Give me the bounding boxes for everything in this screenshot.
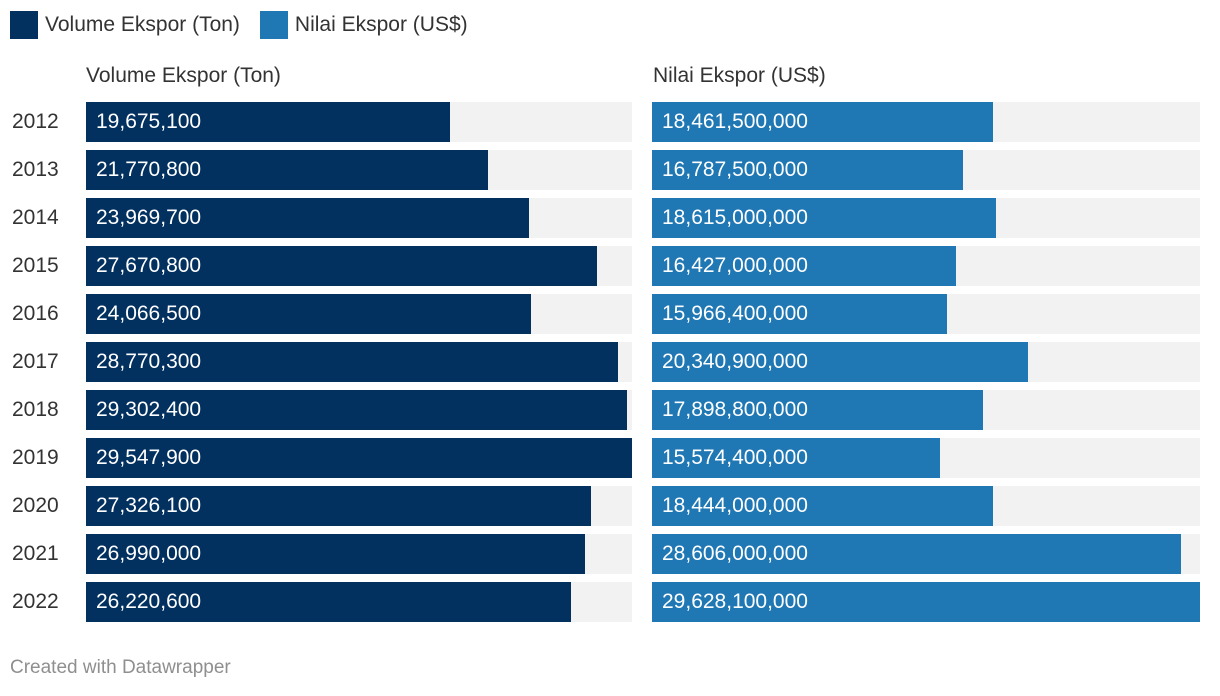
bar-value	[652, 486, 994, 526]
bar-value-label: 18,461,500,000	[662, 110, 808, 133]
bar-value-label: 24,066,500	[96, 302, 202, 325]
bar-track: 15,574,400,000	[652, 438, 1200, 478]
bar-value-label: 15,966,400,000	[662, 302, 808, 325]
year-label: 2013	[12, 158, 59, 181]
bar-track: 27,326,100	[86, 486, 632, 526]
year-label: 2019	[12, 446, 59, 469]
year-label: 2018	[12, 398, 59, 421]
bar-volume	[86, 246, 598, 286]
bar-value-label: 18,615,000,000	[662, 206, 808, 229]
footer-credit: Created with Datawrapper	[10, 657, 231, 678]
bar-value	[652, 150, 963, 190]
bar-track: 27,670,800	[86, 246, 632, 286]
bar-value-label: 29,628,100,000	[662, 590, 808, 613]
year-label: 2016	[12, 302, 59, 325]
bar-track: 24,066,500	[86, 294, 632, 334]
bar-value-label: 16,787,500,000	[662, 158, 808, 181]
bar-track: 29,628,100,000	[652, 582, 1200, 622]
bar-track: 19,675,100	[86, 102, 632, 142]
bar-value	[652, 534, 1182, 574]
bar-value-label: 27,326,100	[96, 494, 202, 517]
bar-value-label: 28,606,000,000	[662, 542, 808, 565]
panel-title-value: Nilai Ekspor (US$)	[653, 64, 826, 87]
bar-value-label: 26,990,000	[96, 542, 202, 565]
year-label: 2012	[12, 110, 59, 133]
bar-track: 17,898,800,000	[652, 390, 1200, 430]
bar-value-label: 26,220,600	[96, 590, 202, 613]
bar-track: 16,787,500,000	[652, 150, 1200, 190]
panel-title-volume: Volume Ekspor (Ton)	[86, 64, 281, 87]
bar-track: 18,461,500,000	[652, 102, 1200, 142]
bar-track: 16,427,000,000	[652, 246, 1200, 286]
bar-track: 26,990,000	[86, 534, 632, 574]
bar-value-label: 18,444,000,000	[662, 494, 808, 517]
legend-swatch-volume	[10, 11, 38, 39]
bar-volume	[86, 534, 585, 574]
bar-value-label: 15,574,400,000	[662, 446, 808, 469]
bar-volume	[86, 150, 489, 190]
year-label: 2017	[12, 350, 59, 373]
year-label: 2020	[12, 494, 59, 517]
year-label: 2015	[12, 254, 59, 277]
bar-value	[652, 294, 948, 334]
bar-track: 29,547,900	[86, 438, 632, 478]
bar-value	[652, 390, 984, 430]
bar-value-label: 16,427,000,000	[662, 254, 808, 277]
bar-value-label: 29,302,400	[96, 398, 202, 421]
bar-track: 21,770,800	[86, 150, 632, 190]
legend-label-volume: Volume Ekspor (Ton)	[45, 13, 240, 36]
bar-volume	[86, 294, 531, 334]
bar-value-label: 20,340,900,000	[662, 350, 808, 373]
bar-value-label: 29,547,900	[96, 446, 202, 469]
bar-volume	[86, 438, 632, 478]
year-label: 2022	[12, 590, 59, 613]
bar-track: 28,606,000,000	[652, 534, 1200, 574]
bar-value-label: 21,770,800	[96, 158, 202, 181]
legend: Volume Ekspor (Ton) Nilai Ekspor (US$)	[10, 10, 488, 40]
bar-track: 15,966,400,000	[652, 294, 1200, 334]
bar-volume	[86, 342, 618, 382]
legend-item-volume: Volume Ekspor (Ton)	[10, 11, 240, 39]
bar-value	[652, 246, 956, 286]
legend-item-value: Nilai Ekspor (US$)	[259, 11, 468, 39]
bar-volume	[86, 390, 628, 430]
year-label: 2021	[12, 542, 59, 565]
bar-value	[652, 582, 1200, 622]
bar-value-label: 28,770,300	[96, 350, 202, 373]
bar-value-label: 17,898,800,000	[662, 398, 808, 421]
bar-volume	[86, 486, 591, 526]
bar-volume	[86, 198, 529, 238]
bar-track: 18,615,000,000	[652, 198, 1200, 238]
bar-value	[652, 438, 941, 478]
bar-value-label: 27,670,800	[96, 254, 202, 277]
bar-track: 18,444,000,000	[652, 486, 1200, 526]
bar-value	[652, 198, 997, 238]
bar-value	[652, 102, 994, 142]
bar-value-label: 19,675,100	[96, 110, 202, 133]
bar-value-label: 23,969,700	[96, 206, 202, 229]
bar-track: 23,969,700	[86, 198, 632, 238]
year-label: 2014	[12, 206, 59, 229]
bar-volume	[86, 102, 450, 142]
bar-volume	[86, 582, 571, 622]
bar-track: 26,220,600	[86, 582, 632, 622]
bar-track: 20,340,900,000	[652, 342, 1200, 382]
legend-label-value: Nilai Ekspor (US$)	[294, 13, 468, 36]
bar-track: 29,302,400	[86, 390, 632, 430]
bar-track: 28,770,300	[86, 342, 632, 382]
bar-value	[652, 342, 1029, 382]
legend-swatch-value	[259, 11, 288, 39]
